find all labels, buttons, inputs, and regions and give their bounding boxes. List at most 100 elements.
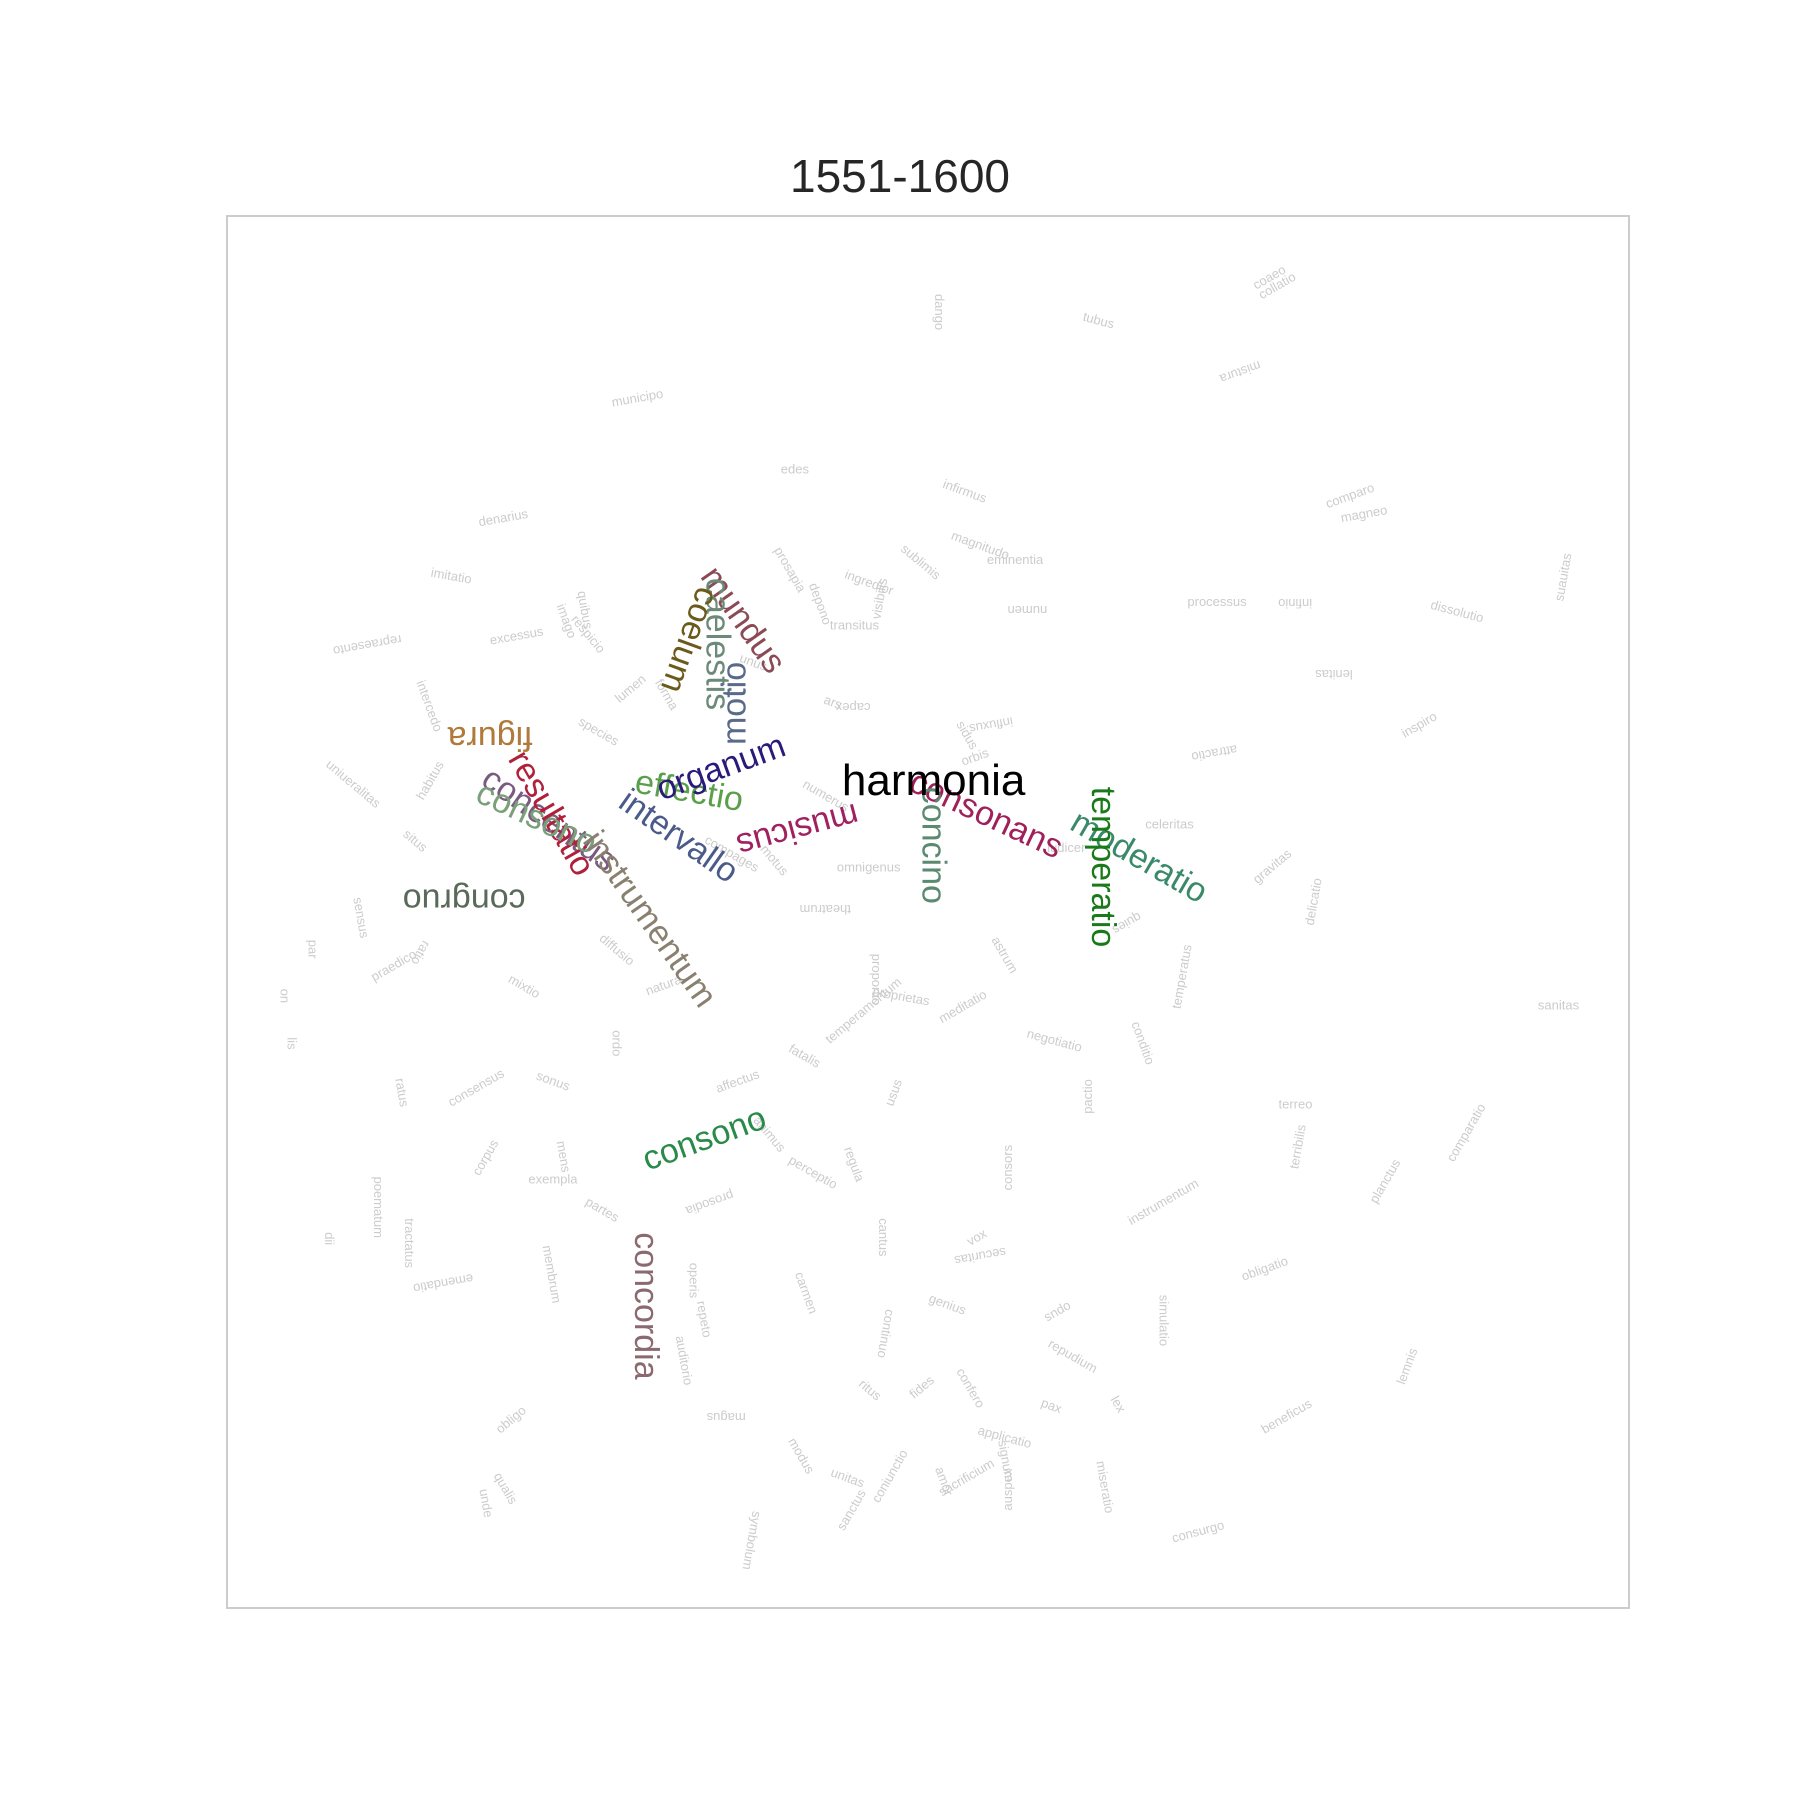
background-word-label: infinio <box>1278 596 1312 611</box>
background-word-label: planctus <box>1366 1156 1403 1206</box>
highlighted-word-label: consono <box>637 1099 771 1179</box>
background-word-label: genius <box>927 1291 969 1318</box>
background-word-label: regula <box>841 1144 868 1184</box>
background-word-label: lemnis <box>1393 1345 1420 1386</box>
background-word-label: simulatio <box>1156 1295 1171 1346</box>
background-word-label: lenitas <box>1315 667 1353 682</box>
background-word-label: ratus <box>392 1077 412 1109</box>
chart-title: 1551-1600 <box>790 150 1010 202</box>
background-word-label: excessus <box>489 623 545 647</box>
background-word-label: repraesento <box>332 632 403 659</box>
background-word-label: modus <box>785 1435 818 1477</box>
background-word-label: sublimis <box>898 541 944 583</box>
background-word-label: magneo <box>1340 502 1389 525</box>
background-word-label: pax <box>1039 1395 1064 1416</box>
background-word-label: imitatio <box>430 565 473 587</box>
background-word-label: denarius <box>477 506 529 530</box>
background-word-label: uniueralitas <box>323 757 384 812</box>
background-word-label: on <box>277 989 292 1003</box>
highlighted-word-label: concordia <box>627 1232 665 1380</box>
background-word-label: tubus <box>1081 309 1116 332</box>
background-word-label: eminentia <box>987 552 1044 567</box>
highlighted-word-label: musicus <box>733 796 863 865</box>
background-word-label: auditorio <box>673 1335 696 1387</box>
background-word-label: depono <box>806 581 835 627</box>
background-word-label: astrum <box>989 934 1022 976</box>
background-word-label: habitus <box>413 758 447 802</box>
target-word-layer: harmonia <box>842 756 1026 805</box>
background-word-label: temperatus <box>1169 943 1195 1010</box>
background-word-label: suauitas <box>1551 551 1574 602</box>
background-word-label: prosodia <box>683 1188 736 1219</box>
background-word-label: situs <box>400 826 431 855</box>
background-word-label: confero <box>953 1365 988 1410</box>
target-word-label: harmonia <box>842 756 1026 805</box>
background-word-label: attractio <box>1190 742 1238 765</box>
background-word-label: infirmus <box>941 476 989 506</box>
background-word-label: signum <box>995 1439 1017 1483</box>
background-word-label: par <box>305 940 320 959</box>
background-word-label: emendatio <box>412 1271 474 1296</box>
highlighted-word-label: concino <box>914 787 952 904</box>
background-word-label: delicatio <box>1302 877 1325 927</box>
background-word-label: amor <box>932 1465 956 1499</box>
background-word-label: symbolum <box>740 1510 765 1571</box>
highlighted-words: munduscaelestiscoelumfiguraconcentusresu… <box>403 559 1214 1379</box>
background-word-label: consors <box>1000 1144 1015 1190</box>
background-word-label: affectus <box>714 1066 762 1096</box>
background-word-label: edes <box>781 462 810 477</box>
background-word-label: mens <box>554 1140 574 1174</box>
background-word-label: visibilis <box>868 577 890 621</box>
background-word-label: meditatio <box>936 987 989 1026</box>
background-word-label: quibus <box>575 590 597 631</box>
background-word-label: ars <box>822 692 845 712</box>
background-word-label: magnitudo <box>949 528 1011 563</box>
background-word-label: operis <box>687 1263 702 1299</box>
background-word-label: corpus <box>469 1136 502 1178</box>
background-word-label: repeto <box>694 1300 715 1339</box>
background-word-label: prosapia <box>771 544 809 595</box>
background-word-label: usus <box>882 1077 906 1108</box>
background-word-label: securitas <box>953 1245 1007 1269</box>
highlighted-word-label: motio <box>716 662 754 745</box>
background-word-label: mistura <box>1217 358 1263 387</box>
highlighted-word-label: temperatio <box>1084 787 1122 948</box>
background-word-label: theatrum <box>800 902 851 917</box>
background-word-label: sanitas <box>1538 997 1580 1012</box>
background-word-label: lex <box>1108 1393 1130 1415</box>
background-word-label: fides <box>906 1372 937 1401</box>
background-word-label: coniunctio <box>869 1447 911 1505</box>
background-word-label: species <box>576 714 622 749</box>
background-word-label: gravitas <box>1250 845 1295 886</box>
background-word-label: obligo <box>493 1403 529 1437</box>
background-word-label: ludicer <box>1047 840 1086 855</box>
background-word-label: numen <box>1007 603 1047 618</box>
background-word-label: municipo <box>610 386 664 410</box>
background-word-label: dissolutio <box>1429 597 1485 626</box>
background-word-label: dii <box>322 1232 337 1245</box>
background-word-label: lis <box>284 1037 299 1050</box>
background-word-label: ordo <box>610 1030 625 1056</box>
background-word-label: partes <box>583 1194 622 1225</box>
background-word-label: temperamentum <box>822 974 904 1046</box>
background-word-label: membrum <box>540 1244 565 1304</box>
background-word-label: inspiro <box>1399 708 1440 740</box>
background-word-label: miseratio <box>1093 1460 1117 1515</box>
background-word-label: magus <box>706 1410 746 1425</box>
background-word-label: consensus <box>445 1065 507 1109</box>
background-word-label: lumen <box>612 671 649 705</box>
background-word-label: mixtio <box>506 971 543 1001</box>
background-word-label: terribilis <box>1286 1123 1309 1170</box>
background-word-label: opus <box>1042 1299 1074 1326</box>
background-word-label: poematum <box>371 1177 386 1238</box>
background-word-label: sonus <box>534 1068 572 1094</box>
plot-frame <box>226 215 1630 1609</box>
background-word-label: unde <box>476 1488 496 1519</box>
background-word-label: omnigenus <box>837 860 901 875</box>
background-word-label: pactio <box>1080 1079 1095 1114</box>
highlighted-word-label: congruo <box>403 882 526 920</box>
background-word-label: conditio <box>1128 1019 1157 1066</box>
background-word-label: proportio <box>869 954 884 1005</box>
background-word-label: ingredior <box>843 567 896 599</box>
